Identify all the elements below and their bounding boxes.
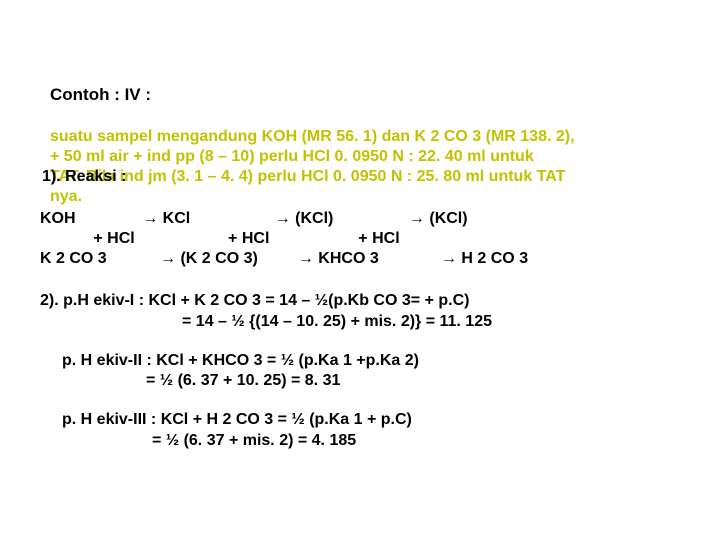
ph-ekiv-3-line-1: p. H ekiv-III : KCl + H 2 CO 3 = ½ (p.Ka… — [62, 410, 680, 431]
reaction-scheme: KOH → KCl → (KCl) → (KCl) + HCl + HCl + … — [40, 209, 680, 269]
document-page: Contoh : IV : suatu sampel mengandung KO… — [0, 0, 720, 540]
ph-ekiv-1-line-1: 2). p.H ekiv-I : KCl + K 2 CO 3 = 14 – ½… — [40, 291, 680, 312]
reaction-row-3: K 2 CO 3 → (K 2 CO 3) → KHCO 3 → H 2 CO … — [40, 249, 680, 269]
ph-ekiv-3-line-2: = ½ (6. 37 + mis. 2) = 4. 185 — [62, 431, 680, 452]
sample-line-3: TAT. Bila ind jm (3. 1 – 4. 4) perlu HCl… — [50, 167, 680, 187]
ph-ekiv-3-block: p. H ekiv-III : KCl + H 2 CO 3 = ½ (p.Ka… — [40, 410, 680, 452]
ph-ekiv-2-line-2: = ½ (6. 37 + 10. 25) = 8. 31 — [62, 371, 680, 392]
reaksi-label: 1). Reaksi : — [42, 167, 126, 187]
ph-ekiv-1-block: 2). p.H ekiv-I : KCl + K 2 CO 3 = 14 – ½… — [40, 291, 680, 333]
sample-line-2: + 50 ml air + ind pp (8 – 10) perlu HCl … — [50, 147, 680, 167]
reaction-row-1: KOH → KCl → (KCl) → (KCl) — [40, 209, 680, 229]
ph-ekiv-2-line-1: p. H ekiv-II : KCl + KHCO 3 = ½ (p.Ka 1 … — [62, 351, 680, 372]
sample-line-4: nya. — [50, 187, 680, 207]
sample-description-block: suatu sampel mengandung KOH (MR 56. 1) d… — [50, 127, 680, 207]
ph-ekiv-1-line-2: = 14 – ½ {(14 – 10. 25) + mis. 2)} = 11.… — [40, 312, 680, 333]
ph-ekiv-2-block: p. H ekiv-II : KCl + KHCO 3 = ½ (p.Ka 1 … — [40, 351, 680, 393]
example-title: Contoh : IV : — [40, 85, 680, 105]
reaction-row-2: + HCl + HCl + HCl — [40, 229, 680, 249]
sample-line-1: suatu sampel mengandung KOH (MR 56. 1) d… — [50, 127, 680, 147]
